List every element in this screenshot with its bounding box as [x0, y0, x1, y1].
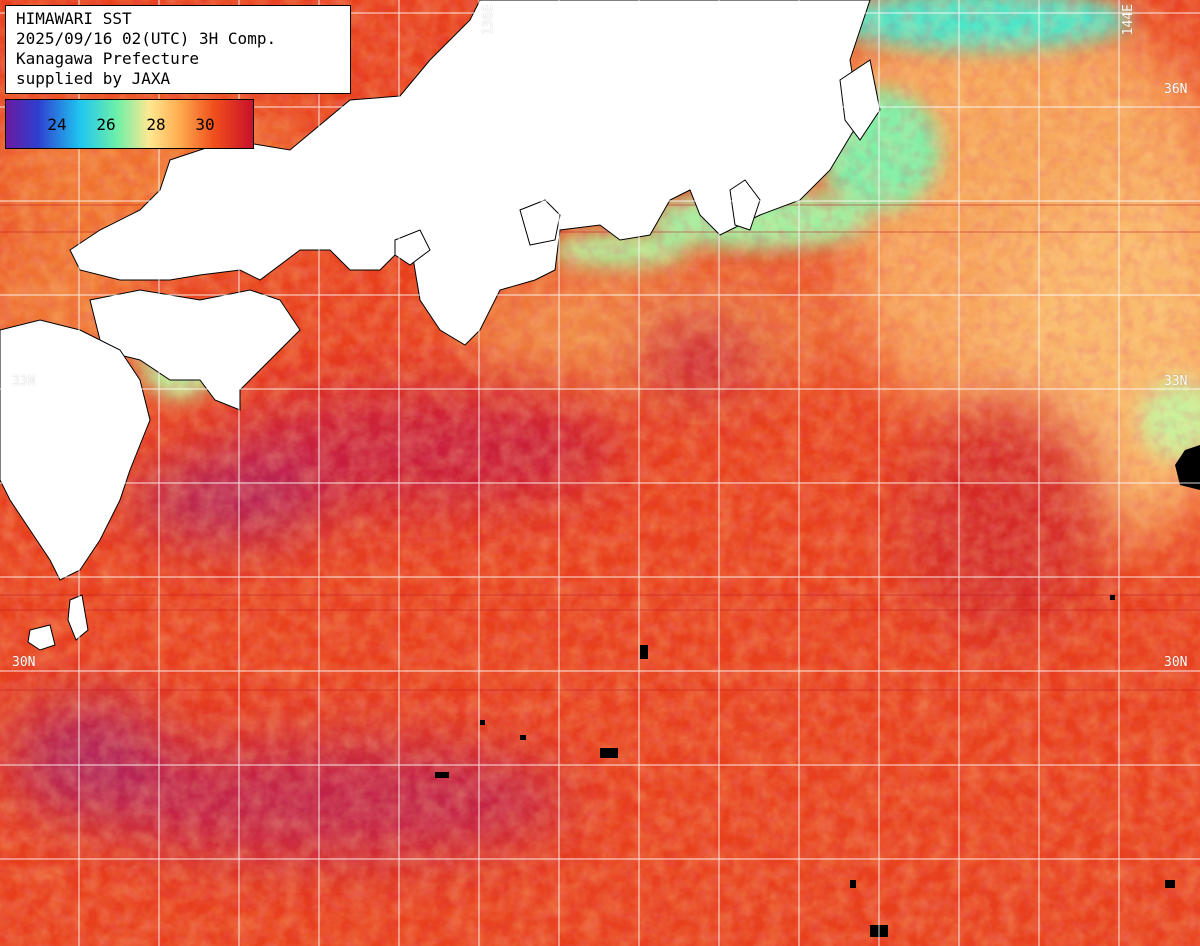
colorbar-tick-28: 28: [146, 115, 166, 134]
lon-label-136e: 136E: [481, 4, 496, 36]
land-yakushima: [67, 594, 89, 641]
lat-label-30n-left: 30N: [12, 655, 36, 670]
title-line-source: supplied by JAXA: [16, 69, 171, 88]
land-izu: [729, 179, 761, 231]
missing-patch-east: [1175, 445, 1200, 490]
land-kii-tip: [519, 199, 561, 246]
title-line-organization: Kanagawa Prefecture: [16, 49, 200, 68]
sst-colorbar: 24 26 28 30: [5, 99, 254, 149]
title-line-datetime: 2025/09/16 02(UTC) 3H Comp.: [16, 29, 277, 48]
missing-data: [435, 445, 1200, 937]
land: [0, 0, 881, 651]
lat-label-33n-left: 33N: [12, 374, 36, 389]
lat-label-33n-right: 33N: [1164, 374, 1188, 389]
land-honshu: [69, 0, 871, 346]
land-awaji: [394, 229, 431, 266]
land-boso: [839, 59, 881, 141]
colorbar-tick-30: 30: [195, 115, 215, 134]
land-kyushu: [0, 319, 151, 581]
lat-label-30n-right: 30N: [1164, 655, 1188, 670]
colorbar-tick-26: 26: [96, 115, 116, 134]
lat-label-36n: 36N: [1164, 82, 1188, 97]
lon-label-144e: 144E: [1121, 4, 1136, 36]
colorbar-tick-24: 24: [47, 115, 67, 134]
title-box: HIMAWARI SST 2025/09/16 02(UTC) 3H Comp.…: [5, 5, 351, 94]
land-tanegashima: [27, 624, 56, 651]
title-line-product: HIMAWARI SST: [16, 9, 132, 28]
